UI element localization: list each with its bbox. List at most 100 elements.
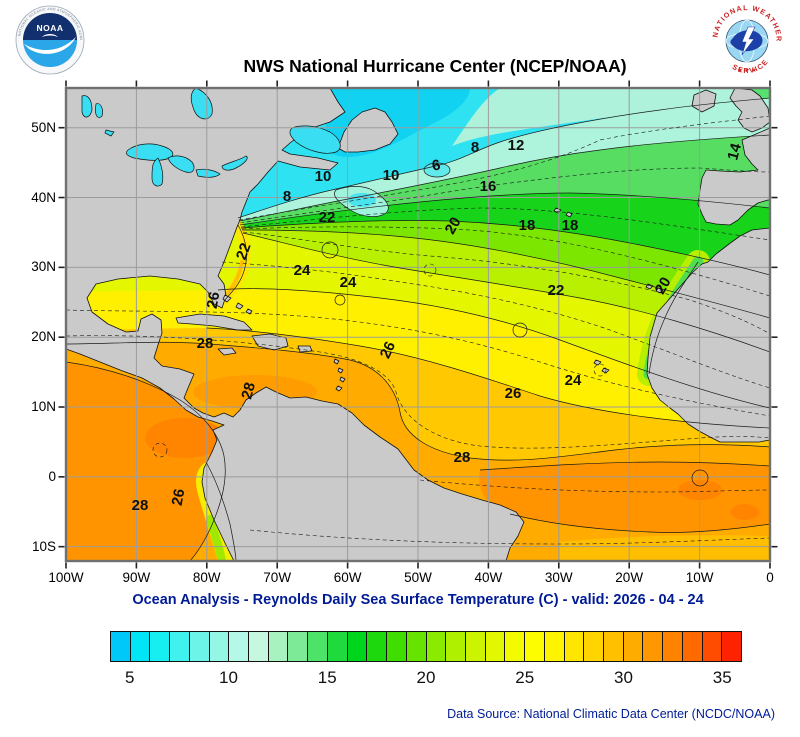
noaa-acronym: NOAA	[36, 23, 63, 33]
axis-ticks	[58, 80, 778, 569]
x-tick-label: 90W	[122, 570, 151, 585]
colorbar-cell	[248, 632, 268, 661]
contour-label: 24	[565, 372, 582, 389]
contour-label: 6	[431, 156, 442, 174]
colorbar-cell	[169, 632, 189, 661]
x-tick-label: 40W	[474, 570, 503, 585]
contour-label: 28	[132, 497, 149, 514]
colorbar-tick-label: 5	[125, 668, 135, 687]
colorbar-cell	[425, 632, 446, 661]
colorbar-cell	[445, 632, 465, 661]
x-tick-label: 70W	[263, 570, 292, 585]
colorbar-cell	[602, 632, 623, 661]
contour-label: 8	[471, 139, 479, 156]
colorbar-cell	[563, 632, 584, 661]
colorbar-cell	[622, 632, 643, 661]
colorbar-cell	[484, 632, 505, 661]
colorbar-cell	[149, 632, 170, 661]
colorbar-cell	[129, 632, 150, 661]
lake-michigan	[151, 157, 164, 187]
colorbar-cell	[642, 632, 663, 661]
contour-label: 8	[283, 188, 291, 205]
colorbar-tick-label: 10	[219, 668, 238, 687]
map-caption: Ocean Analysis - Reynolds Daily Sea Surf…	[132, 592, 704, 608]
y-tick-label: 20N	[31, 329, 56, 345]
x-tick-label: 100W	[48, 570, 84, 585]
x-tick-label: 0	[766, 570, 774, 585]
contour-label: 10	[315, 168, 332, 185]
noaa-bird-swoosh-icon	[24, 37, 76, 54]
contour-label: 14	[724, 141, 745, 162]
colorbar-cell	[504, 632, 525, 661]
colorbar-cell	[228, 632, 249, 661]
colorbar-cell	[583, 632, 603, 661]
land-jamaica	[217, 347, 237, 356]
nws-lightning-icon	[741, 26, 756, 56]
colorbar-cell	[405, 632, 426, 661]
x-tick-label: 60W	[333, 570, 362, 585]
isotherm-contours-dashed	[66, 115, 770, 545]
contour-label: 12	[508, 137, 525, 154]
nws-logo: NATIONAL WEATHER SERVICE ★ ★ ★	[710, 4, 782, 76]
contour-label: 26	[377, 339, 399, 361]
colorbar-cell	[188, 632, 209, 661]
lake-ontario-stlawrence	[221, 155, 248, 171]
colorbar-cell	[662, 632, 682, 661]
x-tick-label: 50W	[404, 570, 432, 585]
colorbar-cell	[681, 632, 702, 661]
contour-label: 20	[652, 274, 675, 297]
contour-label: 10	[383, 167, 400, 184]
land-africa	[646, 227, 770, 443]
colorbar-cell	[326, 632, 347, 661]
map-frame	[64, 86, 772, 563]
x-tick-label: 80W	[192, 570, 221, 585]
land-cuba	[175, 313, 253, 331]
contour-label: 20	[442, 214, 465, 237]
temperature-colorbar	[110, 631, 742, 662]
colorbar-cell	[307, 632, 327, 661]
noaa-logo: NATIONAL OCEANIC AND ATMOSPHERIC ADMINIS…	[15, 5, 85, 75]
contour-label: 26	[169, 488, 189, 507]
x-tick-label: 20W	[615, 570, 644, 585]
lakes	[81, 88, 341, 187]
land-canary-islands	[645, 283, 664, 294]
colorbar-cell	[346, 632, 367, 661]
landmasses	[66, 88, 770, 561]
land-cape-verde	[593, 359, 610, 374]
colorbar-cell	[721, 632, 741, 661]
colorbar-cell	[524, 632, 544, 661]
contour-label: 22	[319, 209, 336, 226]
contour-label: 26	[505, 385, 522, 402]
land-lesser-antilles	[333, 358, 346, 392]
colorbar-cell	[464, 632, 485, 661]
colorbar-tick-label: 30	[614, 668, 633, 687]
map-layers: 8 10 10 6 8 12 14 16 18 18 20 20 22 22 22 24 24 24 26 26 26 2…	[66, 88, 770, 561]
data-source-note: Data Source: National Climatic Data Cent…	[447, 707, 775, 721]
land-americas	[66, 88, 525, 561]
y-tick-label: 40N	[31, 189, 56, 205]
land-newfoundland	[337, 107, 399, 153]
y-tick-label: 30N	[31, 259, 56, 275]
contour-label: 28	[197, 335, 214, 352]
contour-label: 18	[562, 217, 579, 234]
sst-overlays	[66, 163, 770, 561]
nws-stars: ★ ★ ★	[737, 67, 756, 74]
colorbar-cell	[543, 632, 564, 661]
land-europe	[697, 127, 770, 226]
lake-winnipeg	[81, 95, 115, 137]
land-bahamas	[222, 294, 253, 315]
colorbar-cell	[386, 632, 406, 661]
colorbar-cell	[111, 632, 130, 661]
y-tick-label: 10N	[31, 399, 56, 415]
colorbar-cell	[208, 632, 229, 661]
contour-label: 22	[233, 241, 255, 262]
contour-label: 26	[204, 291, 224, 310]
contour-label: 18	[519, 217, 536, 234]
colorbar-cell	[366, 632, 387, 661]
colorbar-tick-label: 20	[416, 668, 436, 687]
contour-label: 28	[238, 381, 259, 402]
y-tick-label: 0	[48, 468, 56, 484]
colorbar-tick-label: 35	[712, 668, 732, 687]
contour-label: 22	[548, 282, 565, 299]
